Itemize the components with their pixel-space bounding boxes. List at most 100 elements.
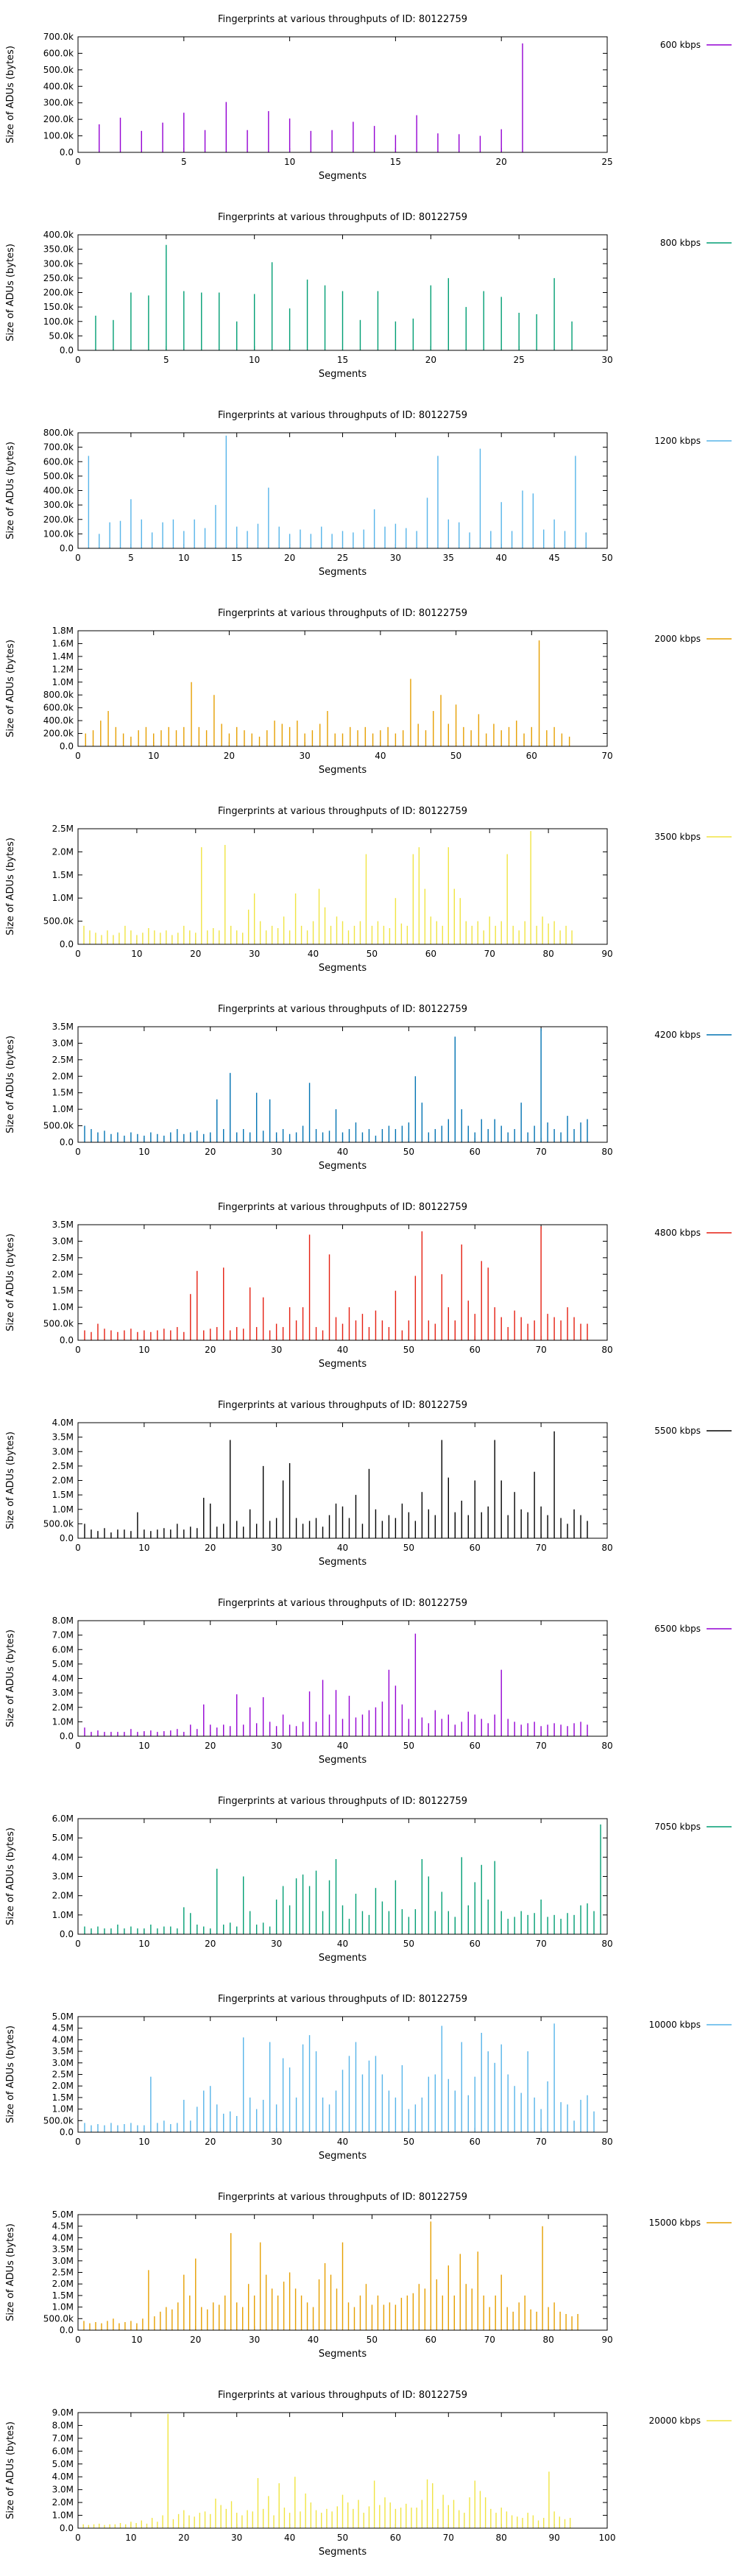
y-tick-label: 400.0k (43, 230, 74, 240)
y-tick-label: 7.0M (52, 1630, 74, 1641)
y-tick-label: 0.0 (60, 2325, 74, 2335)
legend-label: 20000 kbps (649, 2416, 701, 2426)
y-tick-label: 150.0k (43, 302, 74, 312)
y-tick-label: 2.0M (52, 1702, 74, 1713)
y-tick-label: 5.0M (52, 2459, 74, 2469)
plot-frame (77, 1818, 608, 1935)
x-tick-label: 10 (131, 2335, 142, 2345)
y-tick-label: 2.5M (52, 1055, 74, 1065)
y-tick-label: 250.0k (43, 273, 74, 283)
y-tick-label: 200.0k (43, 514, 74, 525)
y-tick-label: 700.0k (43, 442, 74, 453)
y-tick-label: 2.0M (52, 1269, 74, 1279)
x-tick-label: 80 (601, 1741, 612, 1751)
y-tick-label: 200.0k (43, 288, 74, 298)
y-tick-label: 2.5M (52, 2070, 74, 2080)
x-tick-label: 50 (601, 553, 612, 563)
y-tick-label: 1.0M (52, 1104, 74, 1114)
y-tick-label: 5.0M (52, 1833, 74, 1843)
plot-frame (77, 2214, 608, 2331)
y-tick-label: 500.0k (43, 2115, 74, 2126)
x-tick-label: 70 (535, 1939, 546, 1949)
x-tick-label: 70 (484, 2335, 495, 2345)
y-tick-label: 1.0M (52, 893, 74, 903)
y-tick-label: 600.0k (43, 456, 74, 467)
chart-title: Fingerprints at various throughputs of I… (218, 1598, 467, 1609)
y-tick-label: 1.5M (52, 1088, 74, 1098)
y-tick-label: 0.0 (60, 1335, 74, 1345)
y-axis-label: Size of ADUs (bytes) (5, 46, 16, 144)
y-tick-label: 3.5M (52, 1022, 74, 1032)
y-tick-label: 2.0M (52, 2497, 74, 2508)
y-tick-label: 300.0k (43, 500, 74, 510)
x-tick-label: 90 (601, 949, 612, 959)
x-axis-label: Segments (319, 2349, 367, 2360)
chart-title: Fingerprints at various throughputs of I… (218, 1796, 467, 1807)
y-tick-label: 1.5M (52, 1286, 74, 1296)
chart-title: Fingerprints at various throughputs of I… (218, 14, 467, 25)
x-tick-label: 20 (205, 1345, 216, 1355)
x-tick-label: 30 (390, 553, 401, 563)
x-tick-label: 0 (75, 553, 81, 563)
x-tick-label: 100 (599, 2533, 616, 2543)
legend-label: 4200 kbps (654, 1030, 701, 1040)
x-tick-label: 50 (367, 949, 378, 959)
y-tick-label: 500.0k (43, 1121, 74, 1131)
y-tick-label: 2.0M (52, 846, 74, 857)
x-tick-label: 60 (425, 949, 436, 959)
y-tick-label: 400.0k (43, 81, 74, 91)
y-tick-label: 2.0M (52, 1891, 74, 1901)
x-tick-label: 10 (138, 1147, 149, 1157)
x-tick-label: 70 (535, 1741, 546, 1751)
plot-frame (77, 1224, 608, 1341)
y-axis-label: Size of ADUs (bytes) (5, 442, 16, 539)
x-tick-label: 15 (231, 553, 242, 563)
plot-frame (77, 36, 608, 153)
x-tick-label: 0 (75, 2533, 81, 2543)
x-tick-label: 20 (190, 2335, 201, 2345)
x-tick-label: 50 (403, 1147, 414, 1157)
y-tick-label: 500.0k (43, 1319, 74, 1329)
x-tick-label: 0 (75, 157, 81, 167)
y-tick-label: 2.0M (52, 2279, 74, 2289)
y-axis-label: Size of ADUs (bytes) (5, 1234, 16, 1331)
x-tick-label: 70 (601, 751, 612, 761)
y-tick-label: 4.0M (52, 2034, 74, 2045)
x-axis-label: Segments (319, 1161, 367, 1172)
x-tick-label: 10 (249, 355, 260, 365)
y-tick-label: 4.5M (52, 2221, 74, 2232)
y-tick-label: 100.0k (43, 131, 74, 141)
y-tick-label: 3.0M (52, 1688, 74, 1698)
chart-title: Fingerprints at various throughputs of I… (218, 806, 467, 817)
x-tick-label: 30 (271, 2137, 282, 2147)
x-tick-label: 30 (271, 1543, 282, 1553)
chart-title: Fingerprints at various throughputs of I… (218, 410, 467, 421)
x-tick-label: 20 (190, 949, 201, 959)
x-axis-label: Segments (319, 963, 367, 974)
x-axis-label: Segments (319, 1557, 367, 1568)
y-tick-label: 400.0k (43, 715, 74, 726)
y-tick-label: 2.0M (52, 1476, 74, 1486)
x-tick-label: 0 (75, 1345, 81, 1355)
y-tick-label: 600.0k (43, 703, 74, 713)
y-axis-label: Size of ADUs (bytes) (5, 2025, 16, 2123)
y-tick-label: 100.0k (43, 316, 74, 327)
y-tick-label: 3.5M (52, 1432, 74, 1443)
y-tick-label: 3.0M (52, 1872, 74, 1882)
y-tick-label: 4.0M (52, 1418, 74, 1428)
y-axis-label: Size of ADUs (bytes) (5, 2421, 16, 2519)
y-axis-label: Size of ADUs (bytes) (5, 2223, 16, 2321)
y-axis-label: Size of ADUs (bytes) (5, 838, 16, 935)
plot-frame (77, 432, 608, 549)
x-tick-label: 40 (337, 2137, 348, 2147)
x-tick-label: 60 (470, 1147, 481, 1157)
x-tick-label: 60 (425, 2335, 436, 2345)
y-tick-label: 8.0M (52, 2420, 74, 2430)
y-tick-label: 1.0M (52, 1716, 74, 1727)
y-tick-label: 4.0M (52, 2232, 74, 2243)
y-tick-label: 7.0M (52, 2433, 74, 2444)
x-tick-label: 30 (271, 1147, 282, 1157)
y-tick-label: 0.0 (60, 147, 74, 158)
